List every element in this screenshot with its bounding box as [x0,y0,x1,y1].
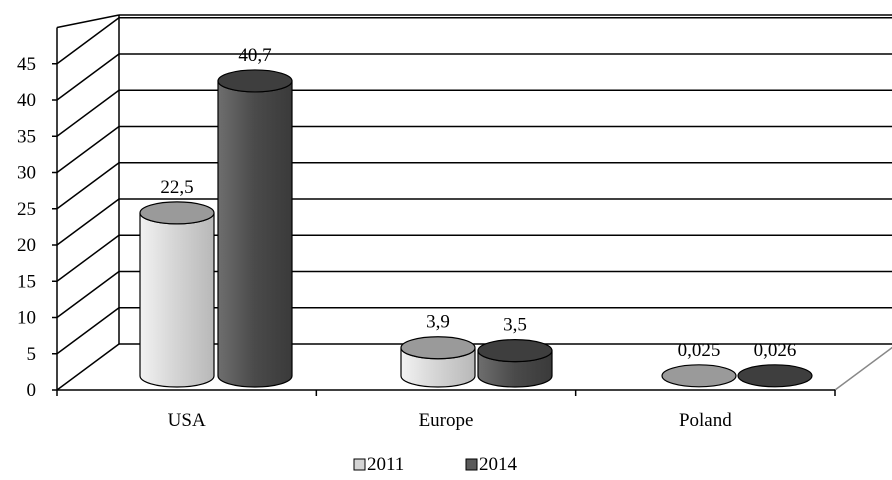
y-axis: 0 5 10 15 20 25 30 35 40 45 [17,27,58,401]
gridline-side-35 [56,89,120,137]
x-axis: USA Europe Poland [56,389,836,431]
floor-right-edge [834,346,892,391]
x-tick-label-europe: Europe [419,410,474,431]
y-tick-label: 0 [27,380,37,401]
bar-usa-2014-top [217,69,293,93]
bar-usa-2011 [139,201,215,388]
legend-label-2011: 2011 [367,454,404,475]
data-labels: 22,5 40,7 3,9 3,5 0,025 0,026 [160,45,796,361]
y-tick-label: 35 [17,126,36,147]
legend-label-2014: 2014 [479,454,518,475]
side-wall-top-edge [56,14,120,29]
y-tick-label: 40 [17,90,36,111]
bar-usa-2011-label: 22,5 [160,177,193,198]
bar-poland-2014 [737,364,813,388]
y-tick-label: 30 [17,163,36,184]
bar-poland-2014-top [737,364,813,388]
legend-swatch-2014 [465,458,478,471]
bar-poland-2011-label: 0,025 [678,340,721,361]
gridline-side-0 [56,343,120,391]
x-tick-label-usa: USA [168,410,206,431]
bar-usa-2014-body [217,80,293,388]
gridline-side-25 [56,162,120,210]
y-tick-label: 20 [17,235,36,256]
legend-swatch-2011 [353,458,366,471]
bar-usa-2011-body [139,212,215,388]
gridline-side-30 [56,125,120,174]
gridline-side-15 [56,234,120,282]
y-tick-label: 10 [17,308,36,329]
bar-poland-2011 [661,364,737,388]
gridline-side-45 [56,17,120,65]
bar-europe-2011 [400,336,476,388]
y-tick-label: 15 [17,271,36,292]
bar-usa-2014 [217,69,293,388]
bar-usa-2014-label: 40,7 [238,45,271,66]
gridline-side-10 [56,270,120,319]
bar-europe-2014 [477,339,553,388]
y-tick-label: 5 [27,344,37,365]
gridline-side-20 [56,198,120,246]
bar-europe-2011-top [400,336,476,360]
bar-europe-2014-top [477,339,553,363]
bar-poland-2014-label: 0,026 [754,340,797,361]
bar-usa-2011-top [139,201,215,225]
gridline-side-5 [56,307,120,355]
bar-europe-2011-label: 3,9 [426,312,450,333]
y-tick-label: 25 [17,199,36,220]
gridline-side-40 [56,53,120,101]
legend: 2011 2014 [353,454,518,475]
bar-poland-2011-top [661,364,737,388]
y-tick-label: 45 [17,54,36,75]
bars [139,69,813,388]
x-tick-label-poland: Poland [679,410,732,431]
bar-europe-2014-label: 3,5 [503,315,527,336]
